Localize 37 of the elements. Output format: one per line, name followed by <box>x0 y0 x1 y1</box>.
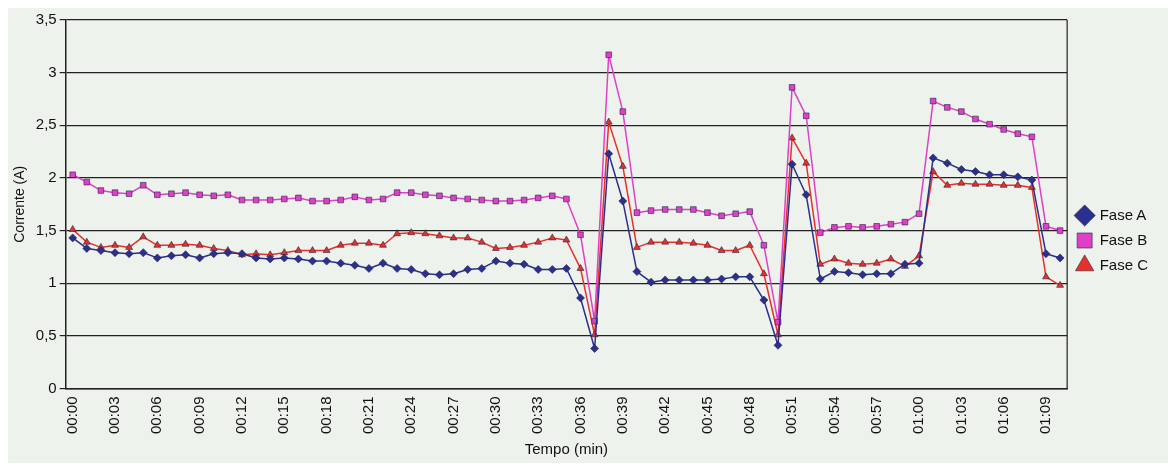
x-tick-label: 00:09 <box>189 396 207 435</box>
x-tick-label: 00:57 <box>866 396 884 435</box>
x-tick-label: 00:00 <box>62 396 80 435</box>
y-tick-label: 1 <box>48 273 57 291</box>
y-tick-label: 2 <box>48 168 57 186</box>
y-tick-label: 0 <box>48 378 57 396</box>
y-tick-label: 0,5 <box>35 325 57 343</box>
x-tick-label: 00:21 <box>359 396 377 435</box>
y-tick-label: 2,5 <box>35 115 57 133</box>
x-tick-label: 00:33 <box>528 396 546 435</box>
x-tick-label: 00:03 <box>105 396 123 435</box>
legend-label: Fase B <box>1099 230 1148 248</box>
x-tick-label: 00:36 <box>570 396 588 435</box>
x-tick-label: 00:12 <box>232 396 250 435</box>
x-tick-label: 00:54 <box>824 396 842 435</box>
x-tick-label: 01:03 <box>951 396 969 435</box>
x-tick-label: 00:24 <box>401 396 419 435</box>
x-tick-label: 00:45 <box>697 396 715 435</box>
x-tick-label: 00:42 <box>655 396 673 435</box>
y-tick-label: 1,5 <box>35 220 57 238</box>
x-tick-label: 00:18 <box>316 396 334 435</box>
x-tick-label: 00:15 <box>274 396 292 435</box>
y-axis-title: Corrente (A) <box>11 165 28 243</box>
x-tick-label: 00:06 <box>147 396 165 435</box>
x-tick-label: 00:30 <box>486 396 504 435</box>
x-tick-label: 00:27 <box>443 396 461 435</box>
x-tick-label: 00:48 <box>739 396 757 435</box>
legend-label: Fase C <box>1099 255 1149 273</box>
x-tick-label: 01:09 <box>1036 396 1054 435</box>
x-tick-label: 00:39 <box>612 396 630 435</box>
legend-label: Fase A <box>1099 205 1147 223</box>
y-tick-label: 3 <box>48 62 57 80</box>
y-tick-label: 3,5 <box>35 10 57 28</box>
x-tick-label: 01:00 <box>909 396 927 435</box>
x-axis-title: Tempo (min) <box>524 440 609 458</box>
x-tick-label: 00:51 <box>782 396 800 435</box>
x-tick-label: 01:06 <box>993 396 1011 435</box>
